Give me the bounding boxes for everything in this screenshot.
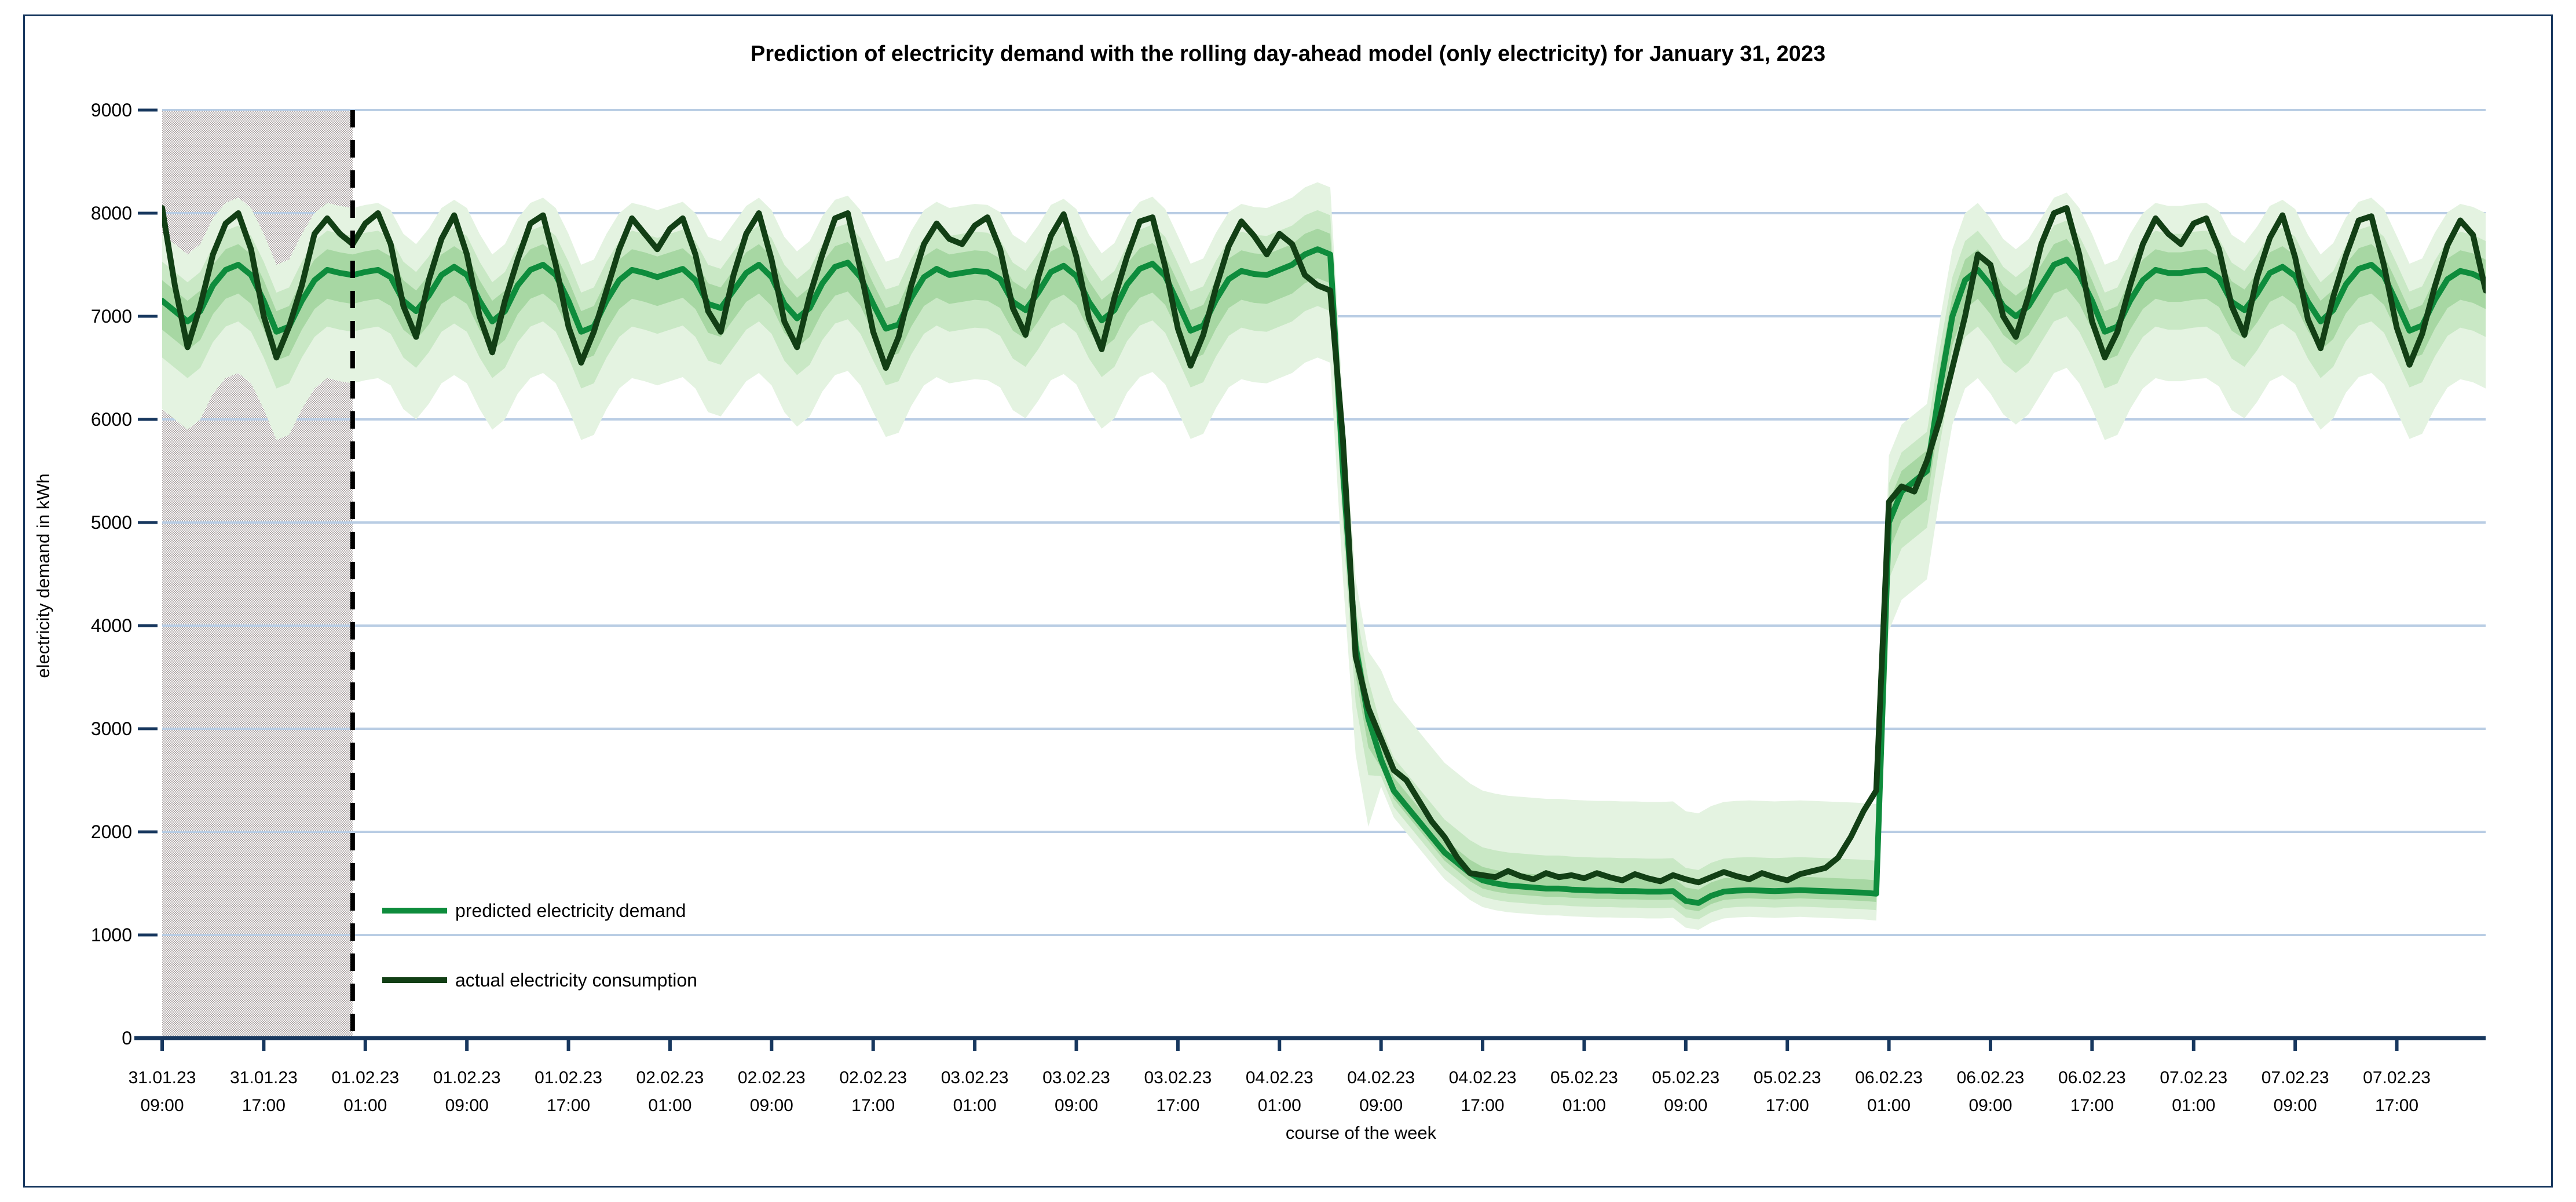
x-tick-date-14: 05.02.23	[1550, 1068, 1618, 1087]
x-tick-date-20: 07.02.23	[2160, 1068, 2227, 1087]
legend-label-predicted: predicted electricity demand	[455, 900, 686, 921]
x-tick-date-21: 07.02.23	[2262, 1068, 2329, 1087]
x-tick-time-16: 17:00	[1766, 1096, 1809, 1115]
x-tick-time-17: 01:00	[1867, 1096, 1911, 1115]
x-axis-title: course of the week	[1285, 1123, 1437, 1143]
chart-title: Prediction of electricity demand with th…	[750, 42, 1826, 66]
x-tick-time-21: 09:00	[2274, 1096, 2317, 1115]
uncertainty-band-outer	[162, 182, 2486, 930]
x-tick-date-6: 02.02.23	[738, 1068, 806, 1087]
x-tick-time-4: 17:00	[547, 1096, 590, 1115]
y-axis-title: electricity demand in kWh	[33, 473, 53, 678]
chart-legend: predicted electricity demand actual elec…	[382, 892, 697, 1031]
x-tick-date-2: 01.02.23	[331, 1068, 399, 1087]
x-tick-time-20: 01:00	[2172, 1096, 2215, 1115]
y-tick-label-2000: 2000	[91, 821, 132, 842]
actual-consumption-line	[162, 205, 2486, 886]
y-tick-label-6000: 6000	[91, 409, 132, 430]
actual-line-swatch-icon	[382, 977, 447, 983]
x-tick-date-12: 04.02.23	[1347, 1068, 1415, 1087]
x-tick-time-22: 17:00	[2375, 1096, 2418, 1115]
y-tick-label-5000: 5000	[91, 512, 132, 533]
x-tick-time-19: 17:00	[2070, 1096, 2114, 1115]
x-tick-time-1: 17:00	[242, 1096, 286, 1115]
x-tick-time-15: 09:00	[1664, 1096, 1707, 1115]
x-tick-time-10: 17:00	[1156, 1096, 1199, 1115]
x-tick-date-0: 31.01.23	[129, 1068, 196, 1087]
x-tick-date-10: 03.02.23	[1144, 1068, 1212, 1087]
x-tick-time-14: 01:00	[1563, 1096, 1606, 1115]
x-tick-time-2: 01:00	[343, 1096, 387, 1115]
y-tick-label-8000: 8000	[91, 203, 132, 224]
x-tick-date-5: 02.02.23	[636, 1068, 704, 1087]
x-tick-date-15: 05.02.23	[1652, 1068, 1719, 1087]
x-tick-time-6: 09:00	[750, 1096, 793, 1115]
y-tick-label-1000: 1000	[91, 925, 132, 945]
x-tick-date-1: 31.01.23	[230, 1068, 298, 1087]
x-tick-date-9: 03.02.23	[1042, 1068, 1110, 1087]
predicted-demand-line	[162, 246, 2486, 906]
x-tick-time-12: 09:00	[1359, 1096, 1403, 1115]
y-tick-label-0: 0	[122, 1028, 132, 1048]
x-tick-time-3: 09:00	[445, 1096, 489, 1115]
legend-label-actual: actual electricity consumption	[455, 969, 697, 991]
x-tick-time-0: 09:00	[140, 1096, 184, 1115]
x-tick-time-13: 17:00	[1461, 1096, 1505, 1115]
x-tick-date-19: 06.02.23	[2058, 1068, 2126, 1087]
x-tick-date-13: 04.02.23	[1449, 1068, 1517, 1087]
x-tick-date-4: 01.02.23	[535, 1068, 602, 1087]
x-tick-date-22: 07.02.23	[2363, 1068, 2431, 1087]
legend-item-actual: actual electricity consumption	[382, 962, 697, 999]
x-tick-date-11: 04.02.23	[1246, 1068, 1313, 1087]
x-tick-time-8: 01:00	[953, 1096, 997, 1115]
y-tick-label-3000: 3000	[91, 718, 132, 739]
x-tick-time-7: 17:00	[851, 1096, 895, 1115]
x-tick-time-18: 09:00	[1968, 1096, 2012, 1115]
x-tick-time-9: 09:00	[1055, 1096, 1098, 1115]
x-tick-date-16: 05.02.23	[1754, 1068, 1821, 1087]
x-tick-date-3: 01.02.23	[433, 1068, 501, 1087]
y-tick-label-4000: 4000	[91, 615, 132, 636]
y-tick-label-9000: 9000	[91, 100, 132, 120]
x-tick-date-17: 06.02.23	[1855, 1068, 1923, 1087]
x-tick-date-18: 06.02.23	[1957, 1068, 2025, 1087]
legend-item-predicted: predicted electricity demand	[382, 892, 697, 929]
x-tick-date-8: 03.02.23	[941, 1068, 1009, 1087]
x-tick-time-5: 01:00	[648, 1096, 691, 1115]
y-tick-label-7000: 7000	[91, 306, 132, 327]
x-tick-time-11: 01:00	[1258, 1096, 1301, 1115]
predicted-line-swatch-icon	[382, 908, 447, 914]
x-tick-date-7: 02.02.23	[839, 1068, 907, 1087]
